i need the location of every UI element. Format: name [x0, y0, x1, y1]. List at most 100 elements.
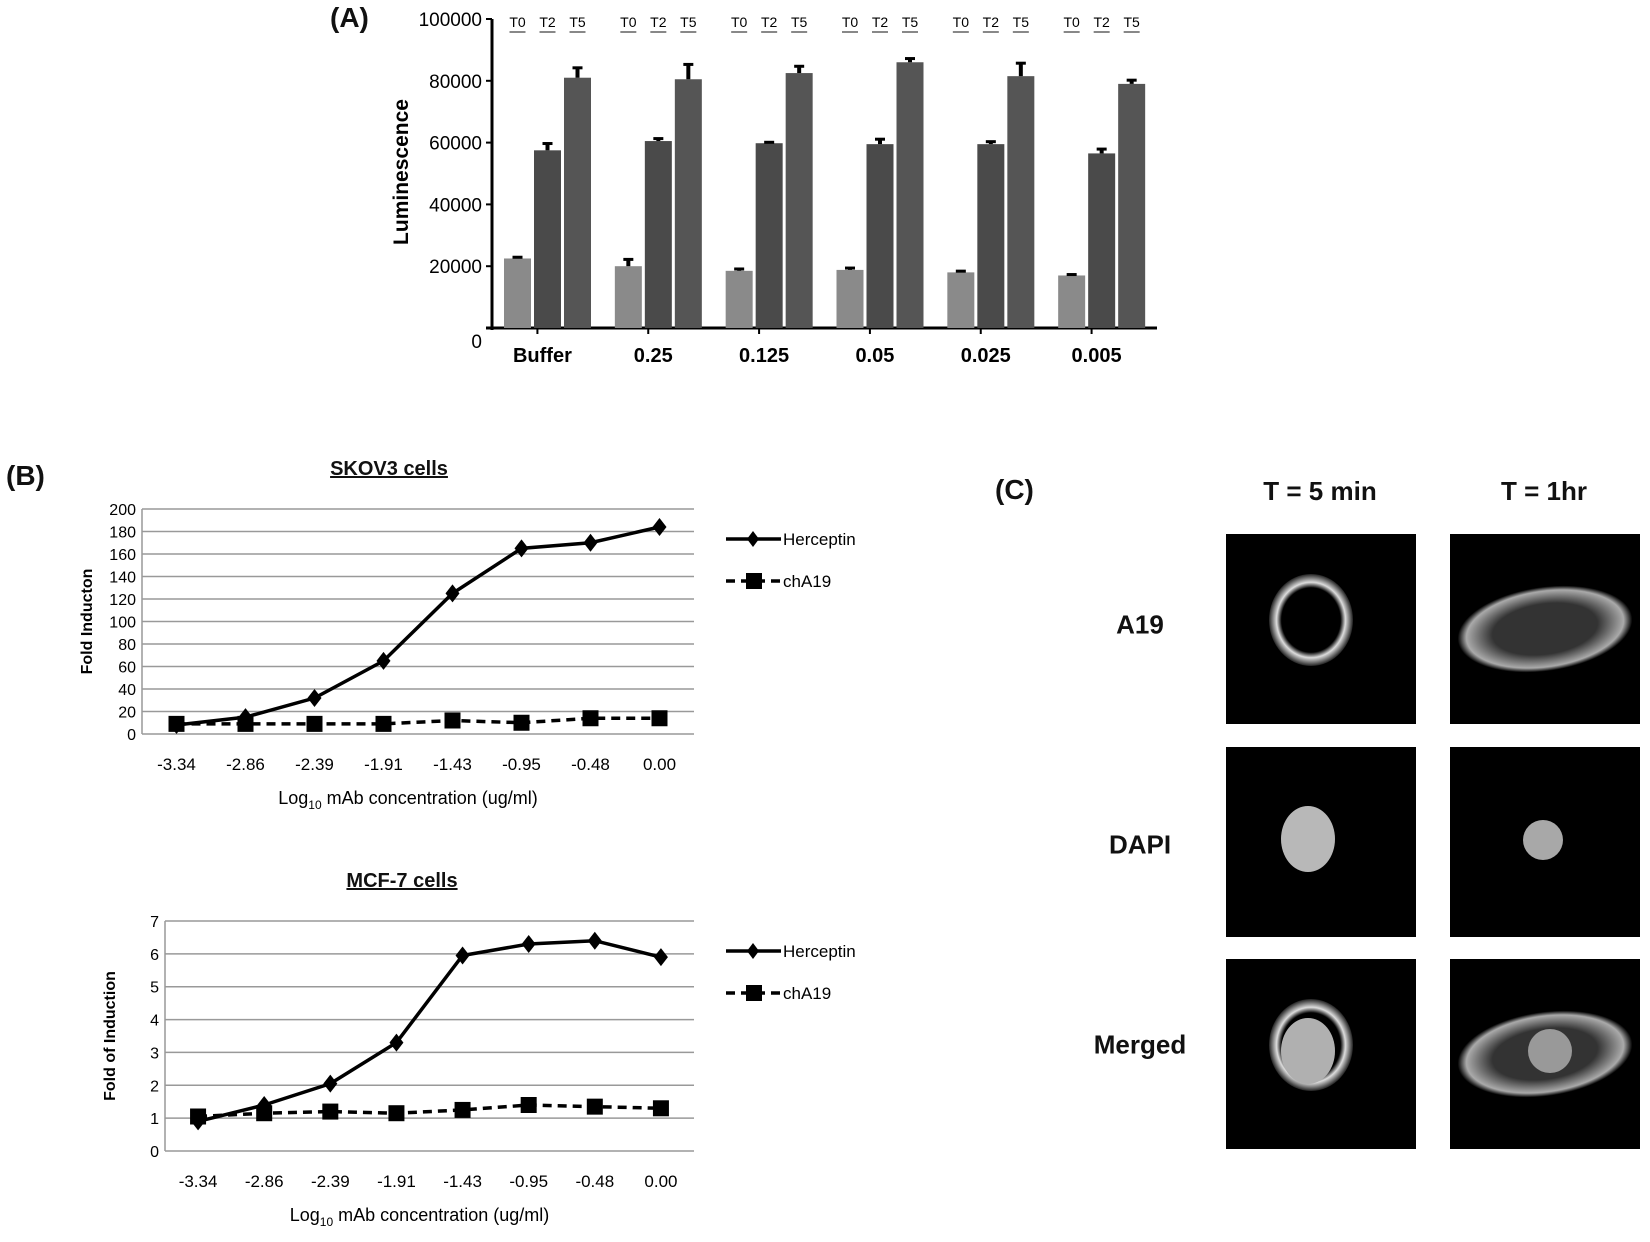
y-tick-label: 140 — [109, 570, 136, 587]
marker-cha19 — [256, 1105, 273, 1122]
y-tick-label: 40000 — [429, 195, 482, 216]
x-axis-label: Log10 mAb concentration (ug/ml) — [290, 1205, 550, 1229]
x-tick-label: -2.86 — [245, 1172, 284, 1191]
marker-herceptin — [521, 935, 536, 953]
marker-herceptin — [652, 518, 667, 536]
y-tick-label: 20000 — [429, 257, 482, 278]
y-tick-label: 60000 — [429, 134, 482, 155]
legend-marker — [747, 943, 759, 959]
bar-t0 — [1058, 275, 1086, 328]
y-tick-label: 40 — [118, 682, 136, 699]
y-tick-label: 80000 — [429, 72, 482, 93]
y-tick-label: 80 — [118, 637, 136, 654]
legend-marker — [747, 531, 759, 547]
y-tick-label: 100000 — [419, 10, 482, 31]
series-line-herceptin — [197, 938, 662, 1124]
marker-cha19 — [582, 710, 599, 727]
y-axis-label: Luminescence — [390, 99, 413, 245]
group-label: T0 — [620, 14, 637, 30]
marker-cha19 — [444, 712, 461, 729]
legend-label: chA19 — [783, 572, 831, 591]
x-tick-label: Buffer — [513, 345, 572, 367]
y-tick-label: 60 — [118, 660, 136, 677]
legend-label: chA19 — [783, 984, 831, 1003]
bar-t0 — [614, 266, 642, 328]
bar-t0 — [504, 258, 531, 328]
legend-label: Herceptin — [783, 530, 856, 549]
y-tick-label: 120 — [109, 592, 136, 609]
bar-t0 — [725, 270, 753, 328]
micrograph-a19-1hr — [1450, 534, 1640, 724]
x-tick-label: 0.00 — [644, 1172, 677, 1191]
x-tick-label: 0.00 — [643, 755, 676, 774]
group-label: T5 — [791, 14, 808, 30]
series-line-cha19 — [176, 716, 660, 726]
group-label: T0 — [731, 14, 748, 30]
x-tick-label: -0.48 — [571, 755, 610, 774]
marker-herceptin — [323, 1074, 338, 1093]
y-tick-label: 4 — [150, 1013, 159, 1030]
y-tick-label: 2 — [150, 1078, 159, 1095]
panel-label-a: (A) — [330, 2, 369, 33]
x-tick-label: -0.95 — [502, 755, 541, 774]
marker-cha19 — [388, 1105, 405, 1122]
bar-t2 — [977, 144, 1005, 328]
bar-t0 — [836, 269, 864, 328]
y-tick-label: 3 — [150, 1045, 159, 1062]
line-chart-mcf7: 0 1 2 3 4 5 6 7 -3.34 -2.86 -2.39 -1.91 -1.43 -0.95 -0… — [102, 914, 856, 1229]
legend-marker — [746, 985, 762, 1001]
marker-cha19 — [652, 1100, 669, 1117]
group-label: T2 — [1093, 14, 1110, 30]
x-tick-label: -3.34 — [179, 1172, 218, 1191]
panel-label-c: (C) — [995, 474, 1034, 505]
chart-title-skov3: SKOV3 cells — [330, 458, 448, 480]
group-label: T5 — [569, 14, 586, 30]
bar-t5 — [674, 79, 702, 328]
bar-t2 — [534, 150, 561, 328]
marker-herceptin — [445, 584, 460, 603]
y-tick-label: 5 — [150, 980, 159, 997]
group-label: T2 — [650, 14, 667, 30]
series-line-cha19 — [197, 1103, 661, 1119]
row-label-a19: A19 — [1116, 609, 1164, 640]
column-header-5min: T = 5 min — [1263, 476, 1377, 506]
marker-cha19 — [651, 710, 668, 727]
marker-cha19 — [520, 1097, 537, 1113]
bar-t2 — [1088, 153, 1116, 328]
x-tick-label: -0.48 — [575, 1172, 614, 1191]
y-axis-label: Fold Inducton — [79, 569, 96, 675]
x-tick-label: -1.43 — [443, 1172, 482, 1191]
group-label: T0 — [1063, 14, 1080, 30]
y-tick-label: 100 — [109, 615, 136, 632]
x-tick-label: 0.05 — [855, 345, 894, 367]
micrograph-dapi-5min — [1226, 747, 1416, 937]
marker-herceptin — [389, 1033, 404, 1052]
group-label: T0 — [842, 14, 859, 30]
marker-herceptin — [587, 931, 602, 950]
bar-t5 — [1007, 76, 1035, 328]
x-tick-label: -0.95 — [509, 1172, 548, 1191]
line-chart-skov3: 0 20 40 60 80 100 120 140 160 180 200 -3.34 -2.86 -2.… — [79, 502, 856, 812]
y-tick-label: 7 — [150, 914, 159, 931]
marker-cha19 — [375, 715, 392, 732]
bar-t2 — [644, 141, 672, 328]
group-label: T5 — [1013, 14, 1030, 30]
bar-chart-luminescence: 0 20000 40000 60000 80000 100000 Luminescence B… — [390, 10, 1157, 367]
marker-cha19 — [454, 1101, 471, 1118]
bar-t5 — [785, 73, 813, 328]
bar-t2 — [866, 144, 894, 328]
micrograph-merged-1hr — [1450, 959, 1640, 1149]
group-label: T2 — [872, 14, 889, 30]
column-header-1hr: T = 1hr — [1501, 476, 1587, 506]
micrograph-dapi-1hr — [1450, 747, 1640, 937]
y-axis-label: Fold of Induction — [102, 971, 119, 1101]
group-label: T0 — [509, 14, 526, 30]
bar-t0 — [947, 272, 975, 328]
row-label-merged: Merged — [1093, 1029, 1187, 1060]
marker-cha19 — [237, 715, 254, 732]
y-tick-label: 160 — [109, 547, 136, 564]
marker-herceptin — [583, 533, 598, 552]
marker-cha19 — [306, 715, 323, 732]
x-tick-label: -2.39 — [311, 1172, 350, 1191]
marker-herceptin — [653, 948, 668, 967]
